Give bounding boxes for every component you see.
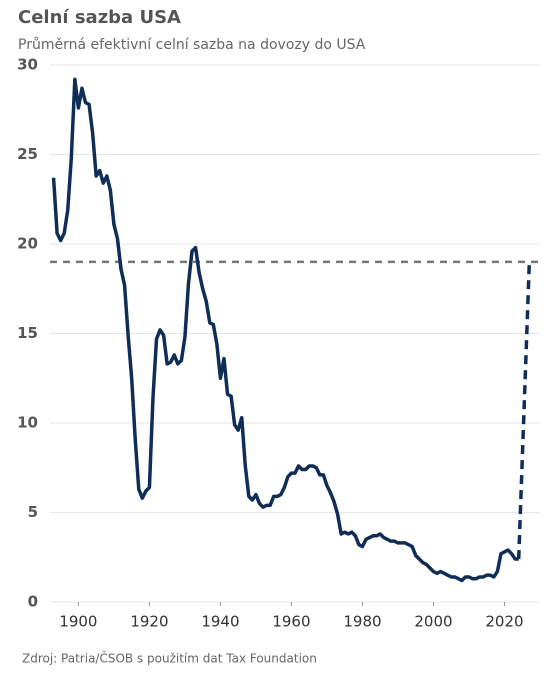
y-tick-label: 0 xyxy=(28,593,38,611)
x-tick-label: 2020 xyxy=(485,613,523,631)
y-tick-label: 10 xyxy=(17,414,38,432)
line-series xyxy=(516,261,532,560)
x-tick-label: 1980 xyxy=(343,613,381,631)
line-series xyxy=(51,77,519,583)
x-tick-label: 1960 xyxy=(272,613,310,631)
x-tick-label: 2000 xyxy=(414,613,452,631)
y-tick-label: 25 xyxy=(17,145,38,163)
x-tick-label: 1940 xyxy=(201,613,239,631)
y-tick-label: 30 xyxy=(17,56,38,74)
source-note: Zdroj: Patria/ČSOB s použitím dat Tax Fo… xyxy=(22,651,317,666)
y-tick-label: 20 xyxy=(17,235,38,253)
chart-title: Celní sazba USA xyxy=(18,7,181,28)
y-tick-label: 5 xyxy=(28,503,38,521)
x-tick-label: 1920 xyxy=(130,613,168,631)
y-tick-label: 15 xyxy=(17,324,38,342)
x-tick-label: 1900 xyxy=(59,613,97,631)
chart-subtitle: Průměrná efektivní celní sazba na dovozy… xyxy=(18,37,366,53)
